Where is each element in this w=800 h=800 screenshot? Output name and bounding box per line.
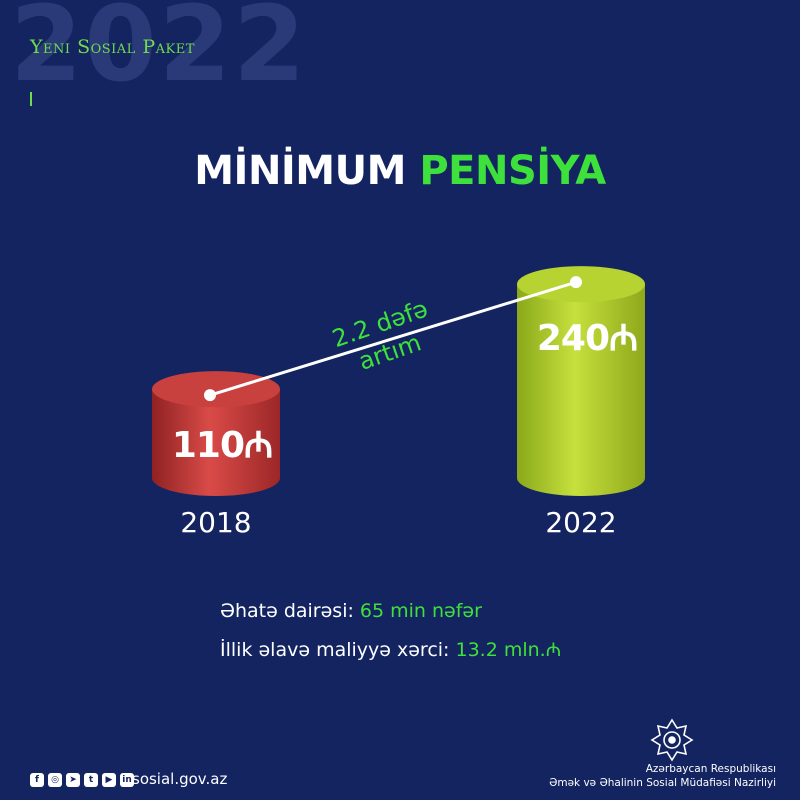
category-label-2022: 2022 (545, 506, 617, 539)
twitter-icon[interactable]: t (84, 773, 98, 787)
ministry-name-line1: Azərbaycan Respublikası (645, 763, 776, 775)
background-year: 2022 (10, 0, 308, 105)
ministry-name: Azərbaycan Respublikası Əmək və Əhalinin… (549, 762, 776, 790)
title-part-green: PENSİYA (419, 148, 606, 194)
website-link[interactable]: sosial.gov.az (132, 770, 228, 788)
category-label-2018: 2018 (180, 506, 252, 539)
bar-top-2018 (152, 371, 280, 408)
facebook-icon[interactable]: f (30, 773, 44, 787)
info-coverage: Əhatə dairəsi: 65 min nəfər (220, 600, 482, 622)
brand-title: Yeni Sosial Paket (30, 36, 195, 58)
value-label-2022: 240₼ (536, 318, 638, 360)
info-cost-label: İllik əlavə maliyyə xərci: (220, 639, 456, 661)
growth-point-2018 (204, 389, 216, 402)
title-part-white: MİNİMUM (194, 148, 406, 194)
growth-line (209, 280, 577, 397)
linkedin-icon[interactable]: in (120, 773, 134, 787)
growth-point-2022 (570, 276, 582, 289)
brand-divider (30, 92, 32, 106)
telegram-icon[interactable]: ➤ (66, 773, 80, 787)
info-cost: İllik əlavə maliyyə xərci: 13.2 mln.₼ (220, 636, 561, 662)
ministry-name-line2: Əmək və Əhalinin Sosial Müdafiəsi Nazirl… (549, 777, 776, 789)
value-label-2018: 110₼ (171, 425, 273, 467)
social-links: f ◎ ➤ t ▶ in (30, 773, 134, 787)
info-coverage-label: Əhatə dairəsi: (220, 600, 360, 622)
info-coverage-value: 65 min nəfər (359, 600, 482, 622)
youtube-icon[interactable]: ▶ (102, 773, 116, 787)
page-title: MİNİMUM PENSİYA (0, 148, 800, 194)
instagram-icon[interactable]: ◎ (48, 773, 62, 787)
bar-2022 (517, 284, 645, 496)
info-cost-value: 13.2 mln.₼ (455, 639, 562, 661)
bar-2018 (152, 389, 280, 496)
ministry-emblem-icon (650, 718, 694, 762)
